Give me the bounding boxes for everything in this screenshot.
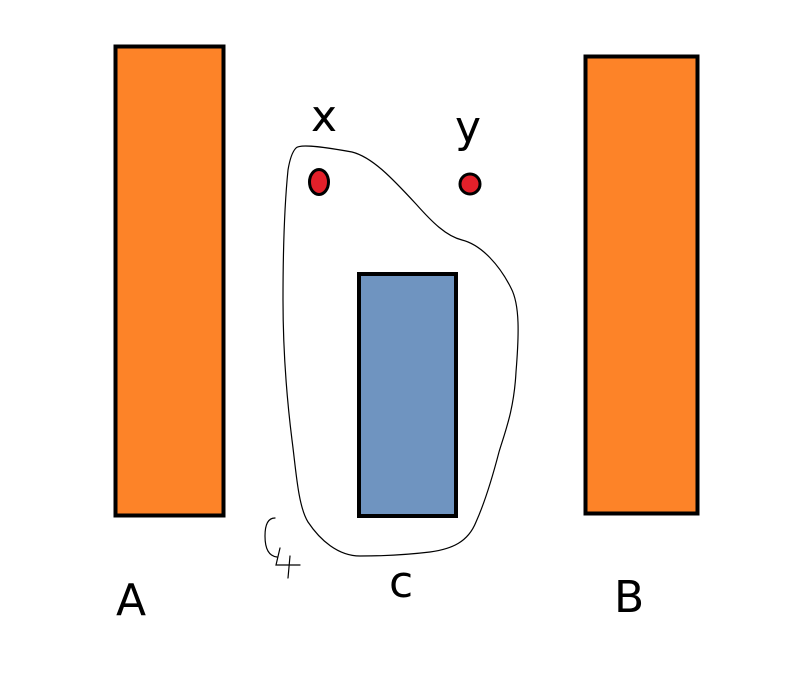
point-y — [458, 172, 482, 196]
label-a: A — [116, 575, 147, 626]
label-y: y — [455, 102, 482, 153]
orange-bar-a — [113, 44, 226, 518]
closed-curve — [282, 145, 519, 557]
label-b: B — [614, 572, 645, 623]
point-x — [308, 168, 330, 196]
blue-bar-c — [357, 272, 458, 518]
label-x: x — [311, 91, 338, 142]
label-c: c — [389, 557, 414, 608]
curve-label-handwritten — [264, 517, 301, 579]
orange-bar-b — [583, 54, 700, 516]
